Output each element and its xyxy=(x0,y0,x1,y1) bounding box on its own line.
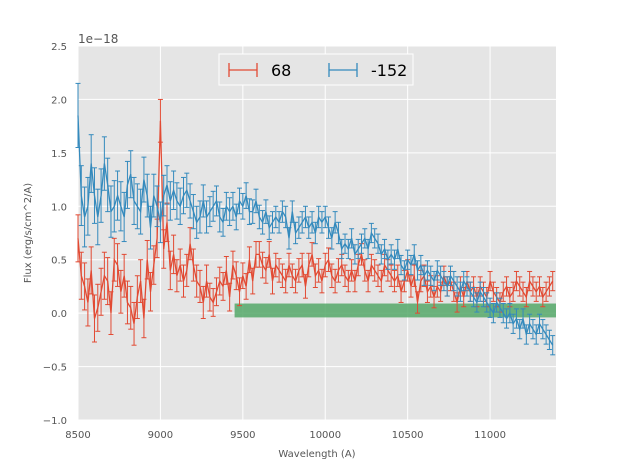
y-tick-label: 1.0 xyxy=(51,202,67,213)
y-tick-label: 1.5 xyxy=(51,149,67,160)
legend-label-68: 68 xyxy=(271,61,291,80)
series-68 xyxy=(75,98,556,346)
x-axis-label: Wavelength (A) xyxy=(278,449,355,460)
y-tick-label: 2.5 xyxy=(51,42,67,53)
y-tick-label: 0.5 xyxy=(51,256,67,267)
series-neg152 xyxy=(75,82,556,356)
y-tick-label: −1.0 xyxy=(43,416,67,427)
legend-marker-68 xyxy=(228,63,258,77)
x-tick-label: 8500 xyxy=(65,430,90,441)
y-axis-label: Flux (erg/s/cm^2/A) xyxy=(23,183,34,283)
tick-labels: 8500 9000 9500 10000 10500 11000 −1.0 −0.5 0.0 0.… xyxy=(43,42,506,441)
series-layer xyxy=(75,82,556,356)
legend: 68 -152 xyxy=(218,53,414,86)
y-tick-label: −0.5 xyxy=(43,363,67,374)
y-tick-label: 2.0 xyxy=(51,95,67,106)
x-tick-label: 10500 xyxy=(392,430,424,441)
y-tick-label: 0.0 xyxy=(51,309,67,320)
y-axis-offset-text: 1e−18 xyxy=(78,32,118,46)
x-tick-label: 9000 xyxy=(148,430,173,441)
x-tick-label: 10000 xyxy=(309,430,341,441)
legend-label-neg152: -152 xyxy=(371,61,407,80)
x-tick-label: 11000 xyxy=(474,430,506,441)
x-tick-label: 9500 xyxy=(230,430,255,441)
legend-marker-neg152 xyxy=(328,63,358,77)
plot-area xyxy=(78,46,556,420)
